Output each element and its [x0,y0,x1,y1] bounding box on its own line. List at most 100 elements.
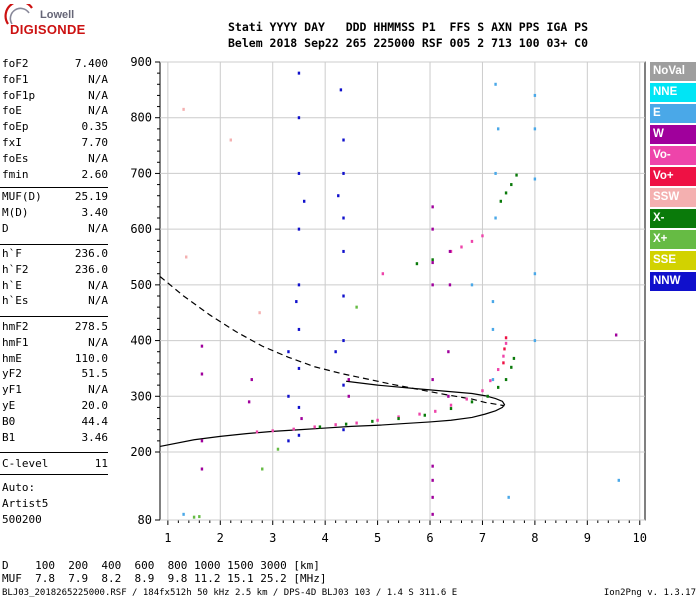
param-row-fxi: fxI 7.70 [2,136,108,151]
param-separator [0,474,108,475]
legend-w: W [650,125,696,144]
echo-point [431,205,434,209]
param-value: 20.0 [81,399,109,412]
echo-point [481,389,484,393]
echo-point [512,356,516,360]
echo-point [447,350,450,354]
param-value: 44.4 [81,414,109,428]
legend-e: E [650,104,696,123]
param-value: 110.0 [74,351,108,365]
param-row-he: h`E N/A [2,279,108,294]
x-tick-label: 1 [164,531,171,545]
echo-point [533,127,537,131]
legend-x-plus: X+ [650,230,696,249]
param-row-hf2: h`F2 236.0 [2,263,108,278]
param-label: yF1 [2,383,22,397]
echo-point [200,467,204,471]
param-row-b1: B1 3.46 [2,431,108,446]
param-value: 25.19 [74,190,108,203]
legend-nne: NNE [650,83,696,102]
logo-arc-icon [4,4,33,25]
echo-point [342,383,345,387]
echo-point [423,413,426,417]
echo-point [510,183,513,187]
echo-point [287,394,290,398]
param-value: N/A [88,221,108,235]
echo-point [192,515,196,519]
echo-point [300,417,303,421]
echo-point [342,339,345,343]
echo-point [499,199,503,203]
echo-point [491,300,495,304]
y-tick-label: 600 [130,222,152,236]
param-row-hmf1: hmF1 N/A [2,336,108,351]
echo-point [397,417,400,421]
param-label: foF1p [2,88,36,102]
legend-vo-plus: Vo+ [650,167,696,186]
echo-point [297,405,301,409]
param-label: hmF2 [2,320,29,333]
echo-point [276,447,280,451]
echo-point [465,397,468,401]
echo-point [431,512,434,516]
y-tick-label: 500 [130,278,152,292]
param-value: 236.0 [74,247,108,260]
echo-point [533,93,537,97]
echo-point [486,394,489,398]
echo-point [355,421,358,425]
auto-line2: Artist5 [2,497,49,510]
param-label: foEp [2,120,29,134]
echo-point [504,191,508,195]
param-label: h`E [2,278,22,292]
echo-point [504,378,508,382]
x-tick-label: 2 [217,531,224,545]
param-label: fxI [2,136,22,149]
param-separator [0,244,108,245]
echo-point [504,341,508,345]
echo-point [470,239,474,243]
param-value: 7.400 [74,57,108,70]
echo-point [200,344,204,348]
param-label: h`F [2,247,22,260]
echo-point [449,403,453,407]
legend-ssw: SSW [650,188,696,207]
param-label: yE [2,399,16,412]
param-label: foF1 [2,72,29,86]
echo-point [496,385,500,389]
param-row-fof1p: foF1p N/A [2,89,108,104]
echo-point [313,425,316,429]
echo-point [494,82,497,86]
param-separator [0,452,108,453]
param-separator [0,187,108,188]
x-tick-label: 6 [426,531,433,545]
echo-point [297,116,301,120]
param-value: N/A [88,383,108,397]
echo-point [503,347,506,351]
echo-point [261,467,264,471]
echo-point [271,429,274,433]
param-value: 278.5 [74,320,108,333]
echo-point [504,336,508,340]
param-value: 2.60 [81,167,109,181]
echo-point [489,379,492,383]
echo-point [431,227,434,231]
echo-point [247,400,251,404]
echo-point [344,422,348,426]
echo-point [449,407,453,411]
echo-point [342,294,345,298]
param-row-b0: B0 44.4 [2,415,108,430]
echo-point [200,439,204,443]
footer-version: Ion2Png v. 1.3.17 [603,588,696,598]
param-value: 11 [94,457,108,470]
x-tick-label: 5 [374,531,381,545]
param-value: N/A [88,335,108,349]
echo-point [496,127,500,131]
echo-point [337,194,340,198]
echo-point [287,439,290,443]
param-label: M(D) [2,205,29,219]
echo-point [415,262,419,266]
y-tick-label: 200 [130,445,152,459]
auto-line3: 500200 [2,513,42,526]
echo-point [355,305,358,309]
echo-point [515,173,518,177]
